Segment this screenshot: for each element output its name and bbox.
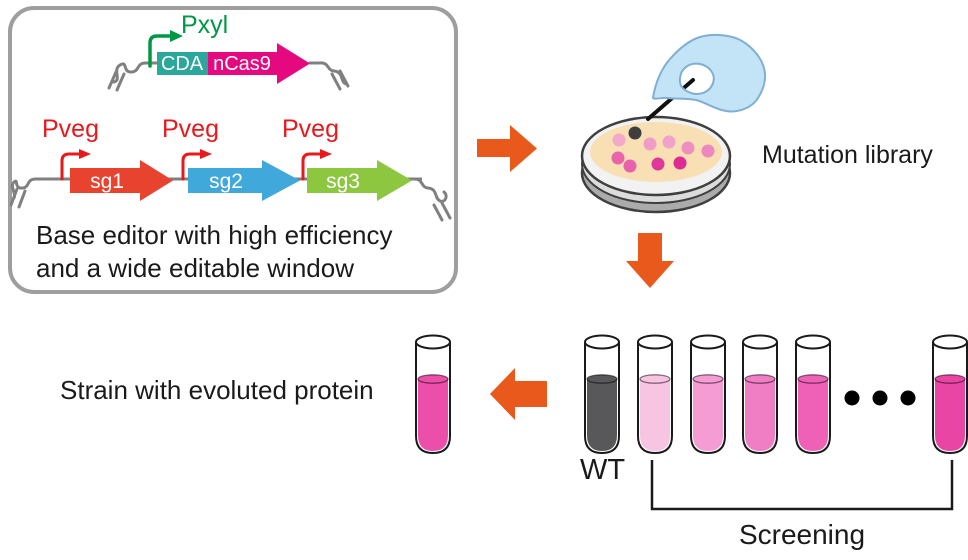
test-tube (932, 334, 968, 455)
colony (643, 137, 657, 151)
result-tube (415, 334, 451, 455)
flow-arrow-left-icon (490, 368, 547, 420)
tube-meniscus (797, 374, 829, 384)
pxyl-promoter-arrow-icon (148, 34, 172, 68)
pxyl-promoter-arrowhead-icon (170, 30, 183, 42)
colony (611, 151, 625, 165)
hand-icon (651, 33, 767, 113)
tube-meniscus (639, 374, 671, 384)
tube-mouth (690, 334, 726, 350)
pveg-promoter-arrow-icon-3 (301, 149, 332, 181)
tube-liquid (587, 379, 617, 451)
colony-group (611, 126, 715, 173)
sgrna-array-construct: sg1 sg2 sg3 (10, 149, 452, 222)
tube-liquid (693, 379, 723, 451)
tube-mouth (637, 334, 673, 350)
tube-liquid (798, 379, 828, 451)
test-tube (795, 334, 831, 455)
flow-arrow-down-icon (626, 233, 674, 288)
test-tube (415, 334, 451, 455)
ncas9-gene-label: nCas9 (213, 53, 271, 75)
sg3-label: sg3 (326, 170, 360, 193)
dna-squiggle-left-icon (10, 177, 46, 209)
sg2-label: sg2 (209, 170, 243, 193)
tube-liquid (418, 379, 448, 451)
cda-gene-box (157, 52, 208, 75)
screening-bracket (650, 460, 954, 511)
sg1-gene-arrow (70, 160, 173, 201)
colony (681, 141, 695, 155)
pveg-promoter-arrow-icon-1 (60, 149, 91, 181)
box-caption-line-1: Base editor with high efficiency (36, 220, 393, 250)
box-caption-line-2: and a wide editable window (36, 253, 354, 283)
tube-meniscus (586, 374, 618, 384)
dna-squiggle-right-icon (412, 177, 452, 222)
sg1-label: sg1 (90, 170, 124, 193)
mutation-library-label: Mutation library (762, 141, 933, 169)
sg3-gene-arrow (307, 160, 412, 201)
tube-liquid (640, 379, 670, 451)
dna-squiggle-right-icon (308, 61, 350, 91)
pveg-promoter-label-2: Pveg (162, 115, 219, 143)
tube-mouth (795, 334, 831, 350)
tube-liquid (745, 379, 775, 451)
ellipsis-dot (900, 390, 916, 406)
tube-liquid (935, 379, 965, 451)
ellipsis-dot (872, 390, 888, 406)
colony (612, 133, 626, 147)
box-caption: Base editor with high efficiency and a w… (36, 219, 393, 285)
tube-meniscus (934, 374, 966, 384)
test-tube (584, 334, 620, 455)
ncas9-gene-arrow (208, 43, 310, 84)
test-tube (690, 334, 726, 455)
pveg-promoter-label-1: Pveg (42, 115, 99, 143)
tube-mouth (415, 334, 451, 350)
dna-squiggle-left-icon (107, 61, 159, 92)
colony (701, 144, 715, 158)
pxyl-promoter-label: Pxyl (181, 11, 229, 39)
sg2-gene-arrow (188, 160, 300, 201)
colony (673, 156, 687, 170)
pveg-promoter-label-3: Pveg (282, 115, 339, 143)
colony (623, 159, 637, 173)
cda-gene-label: CDA (161, 53, 204, 75)
petri-dish-group (580, 33, 767, 214)
ellipsis-dot (844, 390, 860, 406)
result-strain-label: Strain with evoluted protein (60, 375, 374, 405)
colony (662, 135, 676, 149)
colony (628, 126, 642, 140)
test-tube (637, 334, 673, 455)
tube-mouth (584, 334, 620, 350)
flow-arrow-right-icon (477, 125, 537, 172)
tube-mouth (742, 334, 778, 350)
picking-needle-icon (646, 78, 695, 121)
test-tube (742, 334, 778, 455)
colony (651, 157, 665, 171)
pveg-promoter-arrow-icon-2 (181, 149, 212, 181)
screening-label: Screening (738, 519, 866, 550)
wt-label: WT (580, 454, 626, 486)
tube-meniscus (692, 374, 724, 384)
screening-tube-row (584, 334, 968, 455)
tube-mouth (932, 334, 968, 350)
tube-meniscus (417, 374, 449, 384)
tube-meniscus (744, 374, 776, 384)
base-editor-construct: CDA nCas9 (107, 30, 350, 92)
